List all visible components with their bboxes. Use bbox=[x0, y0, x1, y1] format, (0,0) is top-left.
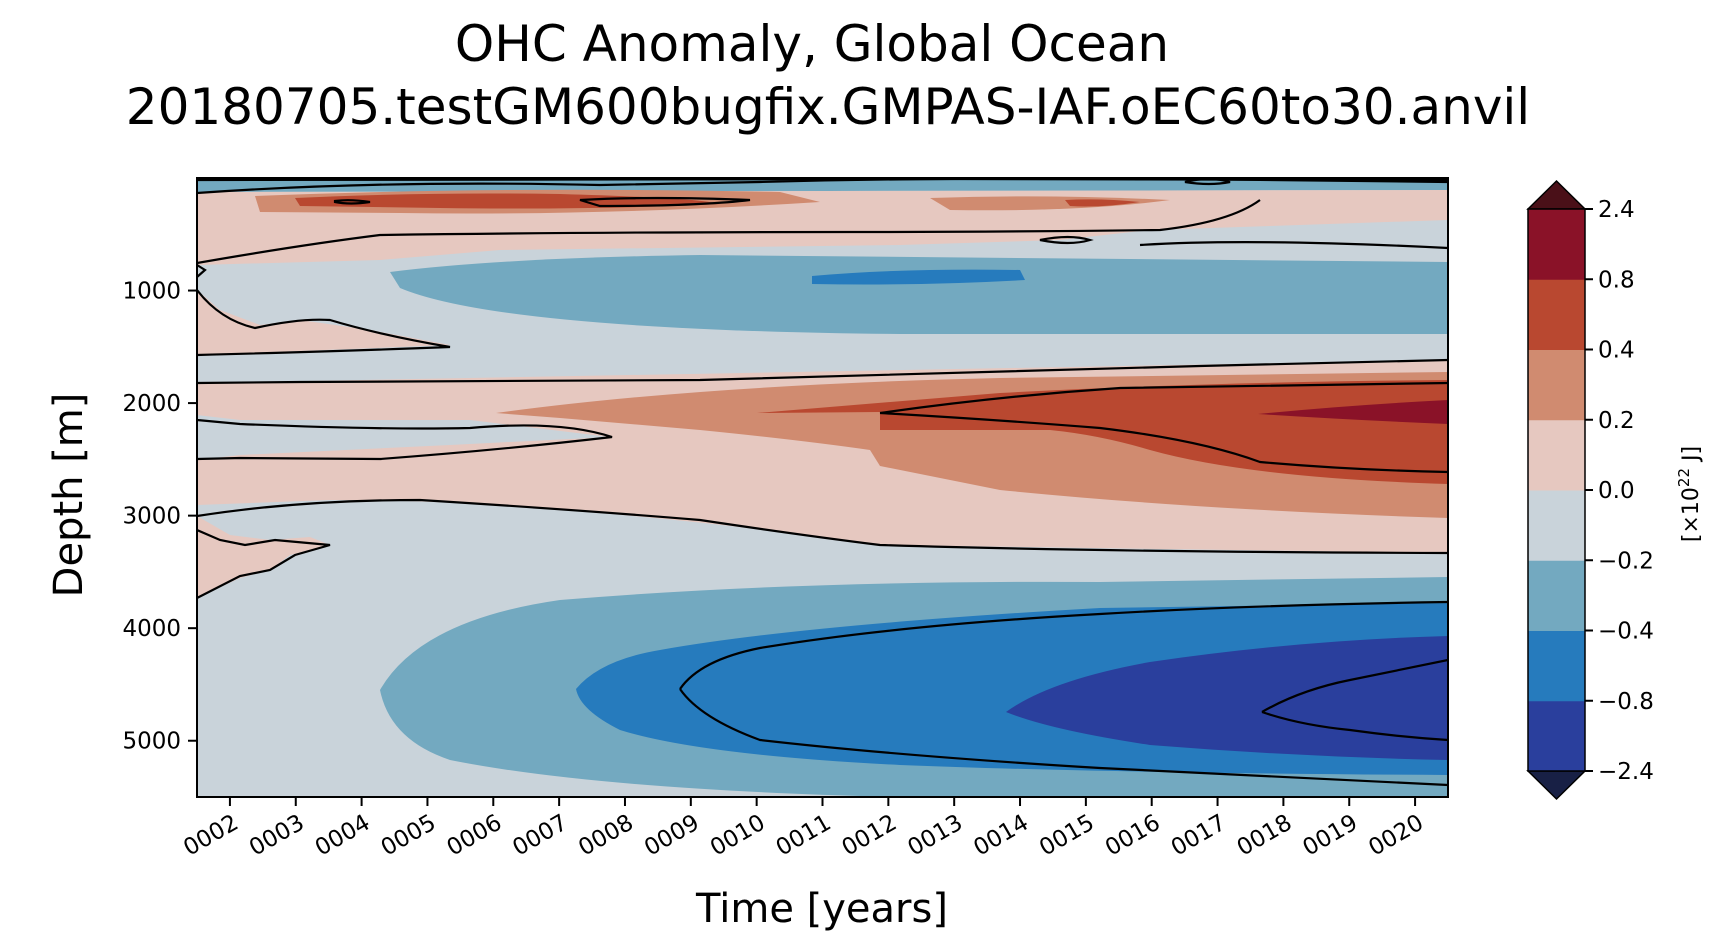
x-tick-label: 0008 bbox=[574, 810, 638, 862]
contour-warm-bottom bbox=[197, 498, 1448, 555]
y-tick-label: 5000 bbox=[122, 729, 181, 755]
colorbar: 2.4 0.8 0.4 0.2 0.0 −0.2 −0.4 −0.8 −2.4 bbox=[1526, 179, 1654, 801]
y-tick-label: 1000 bbox=[122, 279, 181, 305]
x-tick-label: 0006 bbox=[443, 810, 507, 862]
x-axis-label: Time [years] bbox=[695, 886, 948, 932]
colorbar-tick-label: −0.2 bbox=[1598, 548, 1654, 574]
fill-surface-warm-04 bbox=[295, 193, 720, 209]
x-tick-label: 0012 bbox=[838, 810, 902, 862]
contour-abyssal-inner bbox=[1261, 658, 1448, 742]
colorbar-bin bbox=[1528, 209, 1585, 280]
fill-surface-warm-04b bbox=[1065, 199, 1140, 207]
contour-warm-tongue bbox=[197, 418, 613, 461]
contour-ribbon bbox=[197, 289, 451, 357]
colorbar-bin bbox=[1528, 490, 1585, 561]
x-tick-label: 0009 bbox=[640, 810, 704, 862]
chart-subtitle: 20180705.testGM600bugfix.GMPAS-IAF.oEC60… bbox=[126, 78, 1530, 136]
x-tick-label: 0003 bbox=[245, 810, 309, 862]
y-axis-ticks: 1000 2000 3000 4000 5000 bbox=[122, 279, 197, 755]
fill-surface-cool bbox=[197, 180, 1448, 192]
x-tick-label: 0002 bbox=[179, 810, 243, 862]
colorbar-tick-label: 0.8 bbox=[1598, 267, 1635, 293]
contour-surface-4 bbox=[1139, 241, 1448, 250]
fill-mid-cool-lens bbox=[390, 255, 1448, 334]
colorbar-label: [×1022 J] bbox=[1675, 446, 1704, 542]
contour-warm-inner bbox=[879, 381, 1448, 474]
x-tick-label: 0018 bbox=[1233, 810, 1297, 862]
fill-deep-warm-08 bbox=[1258, 400, 1448, 424]
colorbar-tick-label: 0.4 bbox=[1598, 338, 1635, 364]
y-tick-label: 2000 bbox=[122, 391, 181, 417]
contour-deep-blob bbox=[197, 528, 331, 599]
contour-warm-loop-4 bbox=[1184, 178, 1231, 186]
x-tick-label: 0011 bbox=[772, 810, 836, 862]
colorbar-tick-label: −0.8 bbox=[1598, 689, 1654, 715]
contour-surface-3 bbox=[197, 199, 1261, 265]
colorbar-bin bbox=[1528, 279, 1585, 350]
x-tick-label: 0007 bbox=[508, 810, 572, 862]
x-tick-label: 0004 bbox=[311, 810, 375, 862]
contour-warm-top bbox=[197, 358, 1448, 385]
colorbar-extend-max bbox=[1526, 179, 1587, 210]
x-tick-label: 0017 bbox=[1167, 810, 1231, 862]
colorbar-bin bbox=[1528, 630, 1585, 702]
x-axis-ticks: 0002 0003 0004 0005 0006 0007 0008 0009 0010 0011… bbox=[179, 797, 1428, 861]
colorbar-tick-label: −0.4 bbox=[1598, 619, 1654, 645]
colorbar-tick-label: −2.4 bbox=[1598, 759, 1654, 785]
x-tick-label: 0015 bbox=[1035, 810, 1099, 862]
x-tick-label: 0016 bbox=[1101, 810, 1165, 862]
colorbar-bin bbox=[1528, 349, 1585, 421]
contour-warm-loop-2 bbox=[333, 199, 371, 205]
contour-warm-loop-1 bbox=[579, 196, 751, 208]
x-tick-label: 0010 bbox=[706, 810, 770, 862]
colorbar-bin bbox=[1528, 560, 1585, 631]
fill-mid-cool-core bbox=[812, 269, 1025, 285]
y-tick-label: 3000 bbox=[122, 504, 181, 530]
colorbar-tick-label: 0.0 bbox=[1598, 478, 1635, 504]
colorbar-tick-label: 2.4 bbox=[1598, 197, 1635, 223]
x-tick-label: 0020 bbox=[1364, 810, 1428, 862]
colorbar-bin bbox=[1528, 700, 1585, 772]
x-tick-label: 0005 bbox=[377, 810, 441, 862]
fill-deep-warm-blob bbox=[197, 516, 330, 598]
fill-warm-ribbon-upper bbox=[197, 265, 450, 355]
contour-mid-upper bbox=[197, 264, 207, 278]
chart-title: OHC Anomaly, Global Ocean bbox=[455, 15, 1169, 73]
plot-area bbox=[197, 178, 1448, 797]
x-tick-label: 0013 bbox=[903, 810, 967, 862]
x-tick-label: 0019 bbox=[1299, 810, 1363, 862]
y-axis-label: Depth [m] bbox=[46, 393, 92, 598]
contour-abyssal-outer bbox=[679, 600, 1448, 787]
contour-warm-loop-3 bbox=[1039, 235, 1094, 245]
colorbar-tick-label: 0.2 bbox=[1598, 408, 1635, 434]
colorbar-extend-min bbox=[1526, 770, 1587, 801]
x-tick-label: 0014 bbox=[969, 810, 1033, 862]
y-tick-label: 4000 bbox=[122, 616, 181, 642]
colorbar-bin bbox=[1528, 419, 1585, 491]
